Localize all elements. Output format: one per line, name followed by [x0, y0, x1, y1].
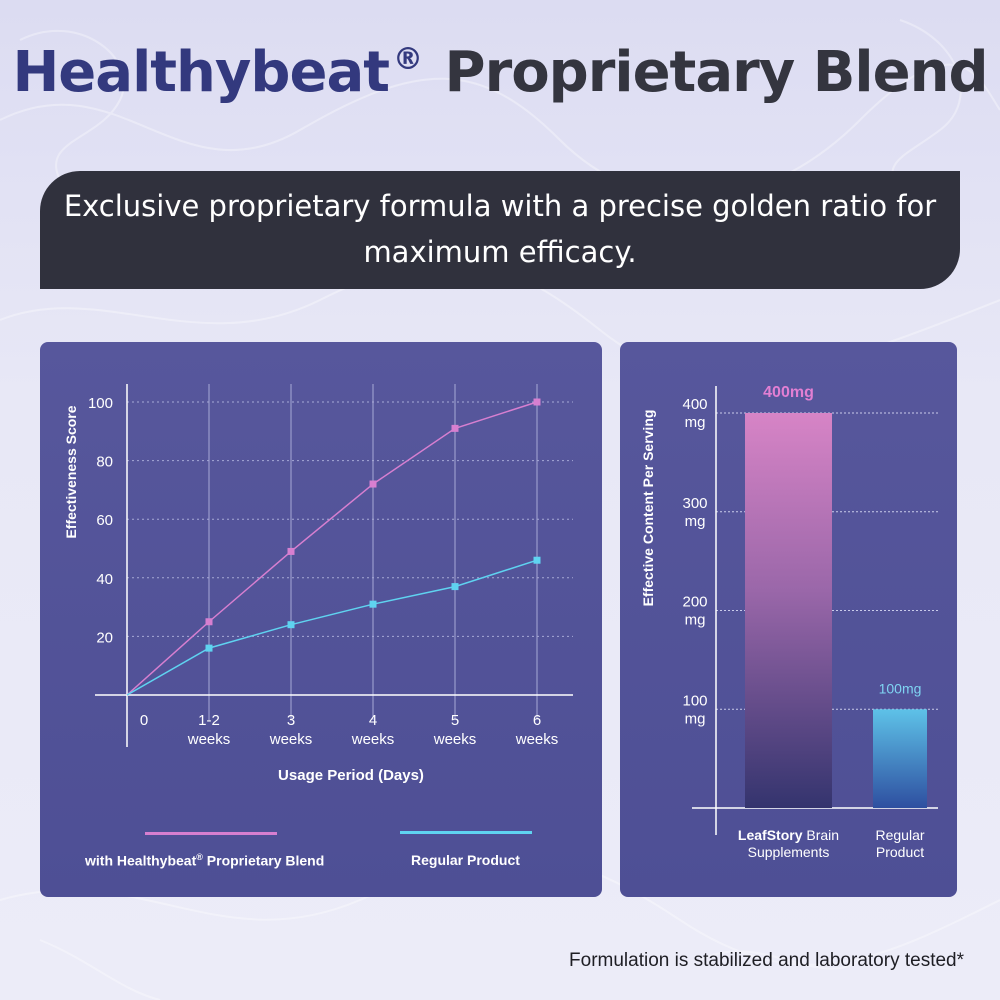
- category-line1: Regular: [875, 827, 924, 843]
- tagline-line-2: maximum efficacy.: [363, 235, 637, 269]
- y-tick-label: 80: [96, 454, 113, 471]
- y-tick-label: 100: [682, 692, 707, 709]
- y-tick-label: 100: [88, 395, 113, 412]
- data-point: [287, 547, 295, 555]
- line-chart: 20 40 60 80 100 0 1-2 weeks 3 weeks 4 weeks 5 weeks 6 w…: [63, 384, 573, 784]
- x-tick-label: Regular: [875, 827, 924, 843]
- tagline-banner: Exclusive proprietary formula with a pre…: [40, 171, 960, 289]
- legend-label-regular: Regular Product: [411, 852, 520, 868]
- legend-label-blend: with Healthybeat® Proprietary Blend: [85, 852, 325, 869]
- x-tick-label: weeks: [433, 731, 477, 748]
- y-tick-unit: mg: [685, 710, 706, 727]
- series-line-0: [126, 401, 538, 696]
- x-tick-label: weeks: [269, 731, 313, 748]
- legend-cyan-swatch: [400, 831, 532, 834]
- y-axis-label: Effectiveness Score: [63, 405, 79, 538]
- registered-mark: ®: [393, 42, 423, 77]
- category-line1: Brain: [803, 827, 840, 843]
- x-tick-label: weeks: [187, 731, 231, 748]
- x-tick-label: Supplements: [748, 844, 830, 860]
- x-axis-label: Usage Period (Days): [278, 767, 424, 784]
- y-tick-label: 300: [682, 495, 707, 512]
- data-point: [533, 398, 541, 406]
- x-tick-label: 5: [451, 712, 459, 729]
- y-tick-label: 20: [96, 629, 113, 646]
- y-tick-label: 400: [682, 396, 707, 413]
- tagline-line-1: Exclusive proprietary formula with a pre…: [63, 189, 937, 223]
- y-tick-label: 40: [96, 571, 113, 588]
- bar-data-label: 100mg: [879, 680, 922, 696]
- x-tick-label: weeks: [351, 731, 395, 748]
- x-tick-label: 1-2: [198, 712, 220, 729]
- data-point: [369, 600, 377, 608]
- x-tick-label: weeks: [515, 731, 559, 748]
- data-point: [451, 583, 459, 591]
- y-tick-unit: mg: [685, 612, 706, 629]
- bar-1: [873, 709, 927, 808]
- x-tick-label: LeafStory Brain: [738, 827, 839, 843]
- title-rest: Proprietary Blend: [444, 40, 989, 105]
- x-tick-label: 4: [369, 712, 377, 729]
- x-tick-label: Product: [876, 844, 924, 860]
- series-line-1: [126, 559, 538, 696]
- data-point: [369, 480, 377, 488]
- y-tick-label: 60: [96, 512, 113, 529]
- data-point: [287, 621, 295, 629]
- x-tick-label: 3: [287, 712, 295, 729]
- y-tick-unit: mg: [685, 513, 706, 530]
- category-brand: LeafStory: [738, 827, 803, 843]
- legend-pink-swatch: [145, 832, 277, 835]
- y-tick-unit: mg: [685, 414, 706, 431]
- y-axis-label: Effective Content Per Serving: [640, 410, 656, 607]
- page-title: Healthybeat ® Proprietary Blend: [0, 40, 1000, 105]
- data-point: [451, 424, 459, 432]
- footnote: Formulation is stabilized and laboratory…: [569, 950, 964, 971]
- bar-0: [745, 413, 832, 808]
- data-point: [205, 644, 213, 652]
- x-tick-label: 6: [533, 712, 541, 729]
- y-tick-label: 200: [682, 594, 707, 611]
- line-chart-panel: 20 40 60 80 100 0 1-2 weeks 3 weeks 4 weeks 5 weeks 6 w…: [40, 342, 602, 897]
- data-point: [533, 556, 541, 564]
- bar-chart-panel: 400 mg 300 mg 200 mg 100 mg Effective Content Pe…: [620, 342, 957, 897]
- brand-name: Healthybeat: [12, 40, 390, 105]
- bar-data-label: 400mg: [763, 384, 814, 401]
- data-point: [205, 618, 213, 626]
- x-tick-label: 0: [140, 712, 148, 729]
